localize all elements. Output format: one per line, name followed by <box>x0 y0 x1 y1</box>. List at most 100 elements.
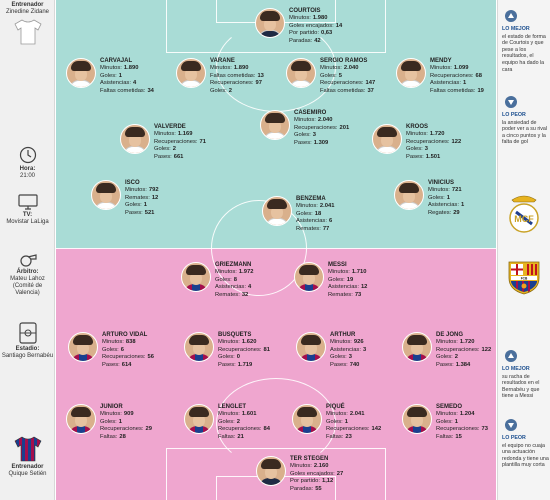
stat-label: Goles: <box>210 87 227 94</box>
coach-title: Entrenador <box>11 464 44 470</box>
stat-value: 14 <box>335 22 343 29</box>
player-avatar <box>66 58 96 88</box>
stat-row: Goles encajados: 14 <box>289 23 342 30</box>
avatar-hair <box>407 335 427 345</box>
player-avatar <box>184 404 214 434</box>
avatar-hair <box>189 407 209 417</box>
kickoff-time: Hora: 21:00 <box>0 146 55 180</box>
stat-row: Asistencias: 12 <box>328 284 367 291</box>
player-avatar <box>66 404 96 434</box>
stat-row: Recuperaciones: 29 <box>100 426 152 433</box>
player-stats: KROOS Minutos: 1.720 Recuperaciones: 122 Gole… <box>406 124 461 161</box>
pitch: COURTOIS Minutos: 1.980 Goles encajados: 14 P… <box>56 0 496 500</box>
stat-label: Goles: <box>428 194 445 201</box>
stat-value: 55 <box>315 485 322 492</box>
stat-row: Goles: 5 <box>320 73 375 80</box>
player-avatar <box>292 404 322 434</box>
stat-row: Minutos: 1.099 <box>430 65 484 72</box>
stat-row: Recuperaciones: 81 <box>218 347 270 354</box>
player-name: COURTOIS <box>289 8 321 14</box>
stat-value: 4 <box>247 284 252 291</box>
stat-value: 2.160 <box>313 463 329 470</box>
stat-value: 21 <box>237 433 244 440</box>
stat-value: 81 <box>263 346 270 353</box>
stat-value: 19 <box>477 87 484 94</box>
player-stats: BUSQUETS Minutos: 1.620 Recuperaciones: 81 Go… <box>218 332 270 369</box>
worst-text: el equipo no cuaja una actuación redonda… <box>502 442 549 469</box>
player-avatar <box>396 58 426 88</box>
stat-row: Faltas: 23 <box>326 434 381 441</box>
stat-value: 1.501 <box>425 153 441 160</box>
stat-label: Minutos: <box>326 411 348 418</box>
bottom-penalty-arc <box>216 378 336 468</box>
stat-label: Goles: <box>296 210 313 217</box>
avatar-face <box>295 68 307 81</box>
stat-row: Goles: 2 <box>154 146 206 153</box>
stat-label: Pases: <box>102 361 120 368</box>
stat-label: Recuperaciones: <box>100 426 144 433</box>
player-stats: VINICIUS Minutos: 721 Goles: 1 Asistencias: 1 R… <box>428 180 464 217</box>
stat-value: 2.041 <box>319 203 335 210</box>
avatar-hair <box>401 61 421 71</box>
barcelona-best: LO MEJOR su racha de resultados en el Be… <box>502 366 549 400</box>
player-name: SERGIO RAMOS <box>320 58 368 64</box>
stat-value: 1.169 <box>177 131 193 138</box>
stat-row: Minutos: 1.720 <box>406 131 461 138</box>
stat-row: Remates: 32 <box>215 292 253 299</box>
stat-value: 2 <box>454 354 458 361</box>
avatar-face <box>403 190 415 203</box>
stat-label: Minutos: <box>290 463 312 470</box>
stat-row: Goles: 2 <box>218 419 270 426</box>
stat-label: Goles: <box>218 354 235 361</box>
avatar-hair <box>265 113 285 123</box>
player-name: GRIEZMANN <box>215 262 252 268</box>
stat-label: Pases: <box>294 139 312 146</box>
analysis-sidebar: LO MEJOR el estado de forma de Courtois … <box>497 0 550 500</box>
avatar-face <box>265 466 277 479</box>
stat-row: Minutos: 838 <box>102 339 154 346</box>
stat-row: Minutos: 792 <box>125 187 159 194</box>
stat-label: Minutos: <box>210 65 232 72</box>
player-name: CASEMIRO <box>294 110 327 116</box>
stat-row: Asistencias: 3 <box>330 347 366 354</box>
worst-title: LO PEOR <box>502 435 526 441</box>
stat-row: Goles: 2 <box>210 88 264 95</box>
stat-value: 97 <box>255 80 262 87</box>
player-avatar <box>402 404 432 434</box>
stadium-value: Santiago Bernabéu <box>1 353 54 359</box>
avatar-face <box>269 120 281 133</box>
stat-label: Minutos: <box>215 269 237 276</box>
stat-label: Asistencias: <box>430 80 461 87</box>
player-name: VARANE <box>210 58 235 64</box>
stat-row: Goles: 3 <box>330 354 366 361</box>
stat-row: Pases: 1.719 <box>218 362 270 369</box>
stat-label: Faltas cometidas: <box>320 87 366 94</box>
avatar-hair <box>299 265 319 275</box>
stat-row: Recuperaciones: 142 <box>326 426 381 433</box>
player-avatar <box>120 124 150 154</box>
stat-value: 1 <box>344 418 348 425</box>
stat-row: Recuperaciones: 73 <box>436 426 488 433</box>
avatar-shirt <box>375 146 399 153</box>
tv-broadcast: TV: Movistar LaLiga <box>0 194 55 226</box>
avatar-shirt <box>289 80 313 87</box>
player-avatar <box>176 58 206 88</box>
avatar-shirt <box>123 146 147 153</box>
arrow-up-icon <box>505 350 517 362</box>
player-name: ARTURO VIDAL <box>102 332 148 338</box>
avatar-hair <box>181 61 201 71</box>
stat-row: Goles: 1 <box>125 202 159 209</box>
player-name: DE JONG <box>436 332 464 338</box>
player-avatar <box>260 110 290 140</box>
stat-label: Goles: <box>436 418 453 425</box>
stat-value: 147 <box>365 80 376 87</box>
player-avatar <box>91 180 121 210</box>
stat-label: Recuperaciones: <box>218 346 262 353</box>
stat-row: Asistencias: 6 <box>296 218 334 225</box>
stat-value: 1.720 <box>459 339 475 346</box>
avatar-shirt <box>69 80 93 87</box>
stat-label: Minutos: <box>154 131 176 138</box>
stat-row: Recuperaciones: 68 <box>430 73 484 80</box>
avatar-hair <box>71 407 91 417</box>
stat-row: Goles: 3 <box>294 132 349 139</box>
